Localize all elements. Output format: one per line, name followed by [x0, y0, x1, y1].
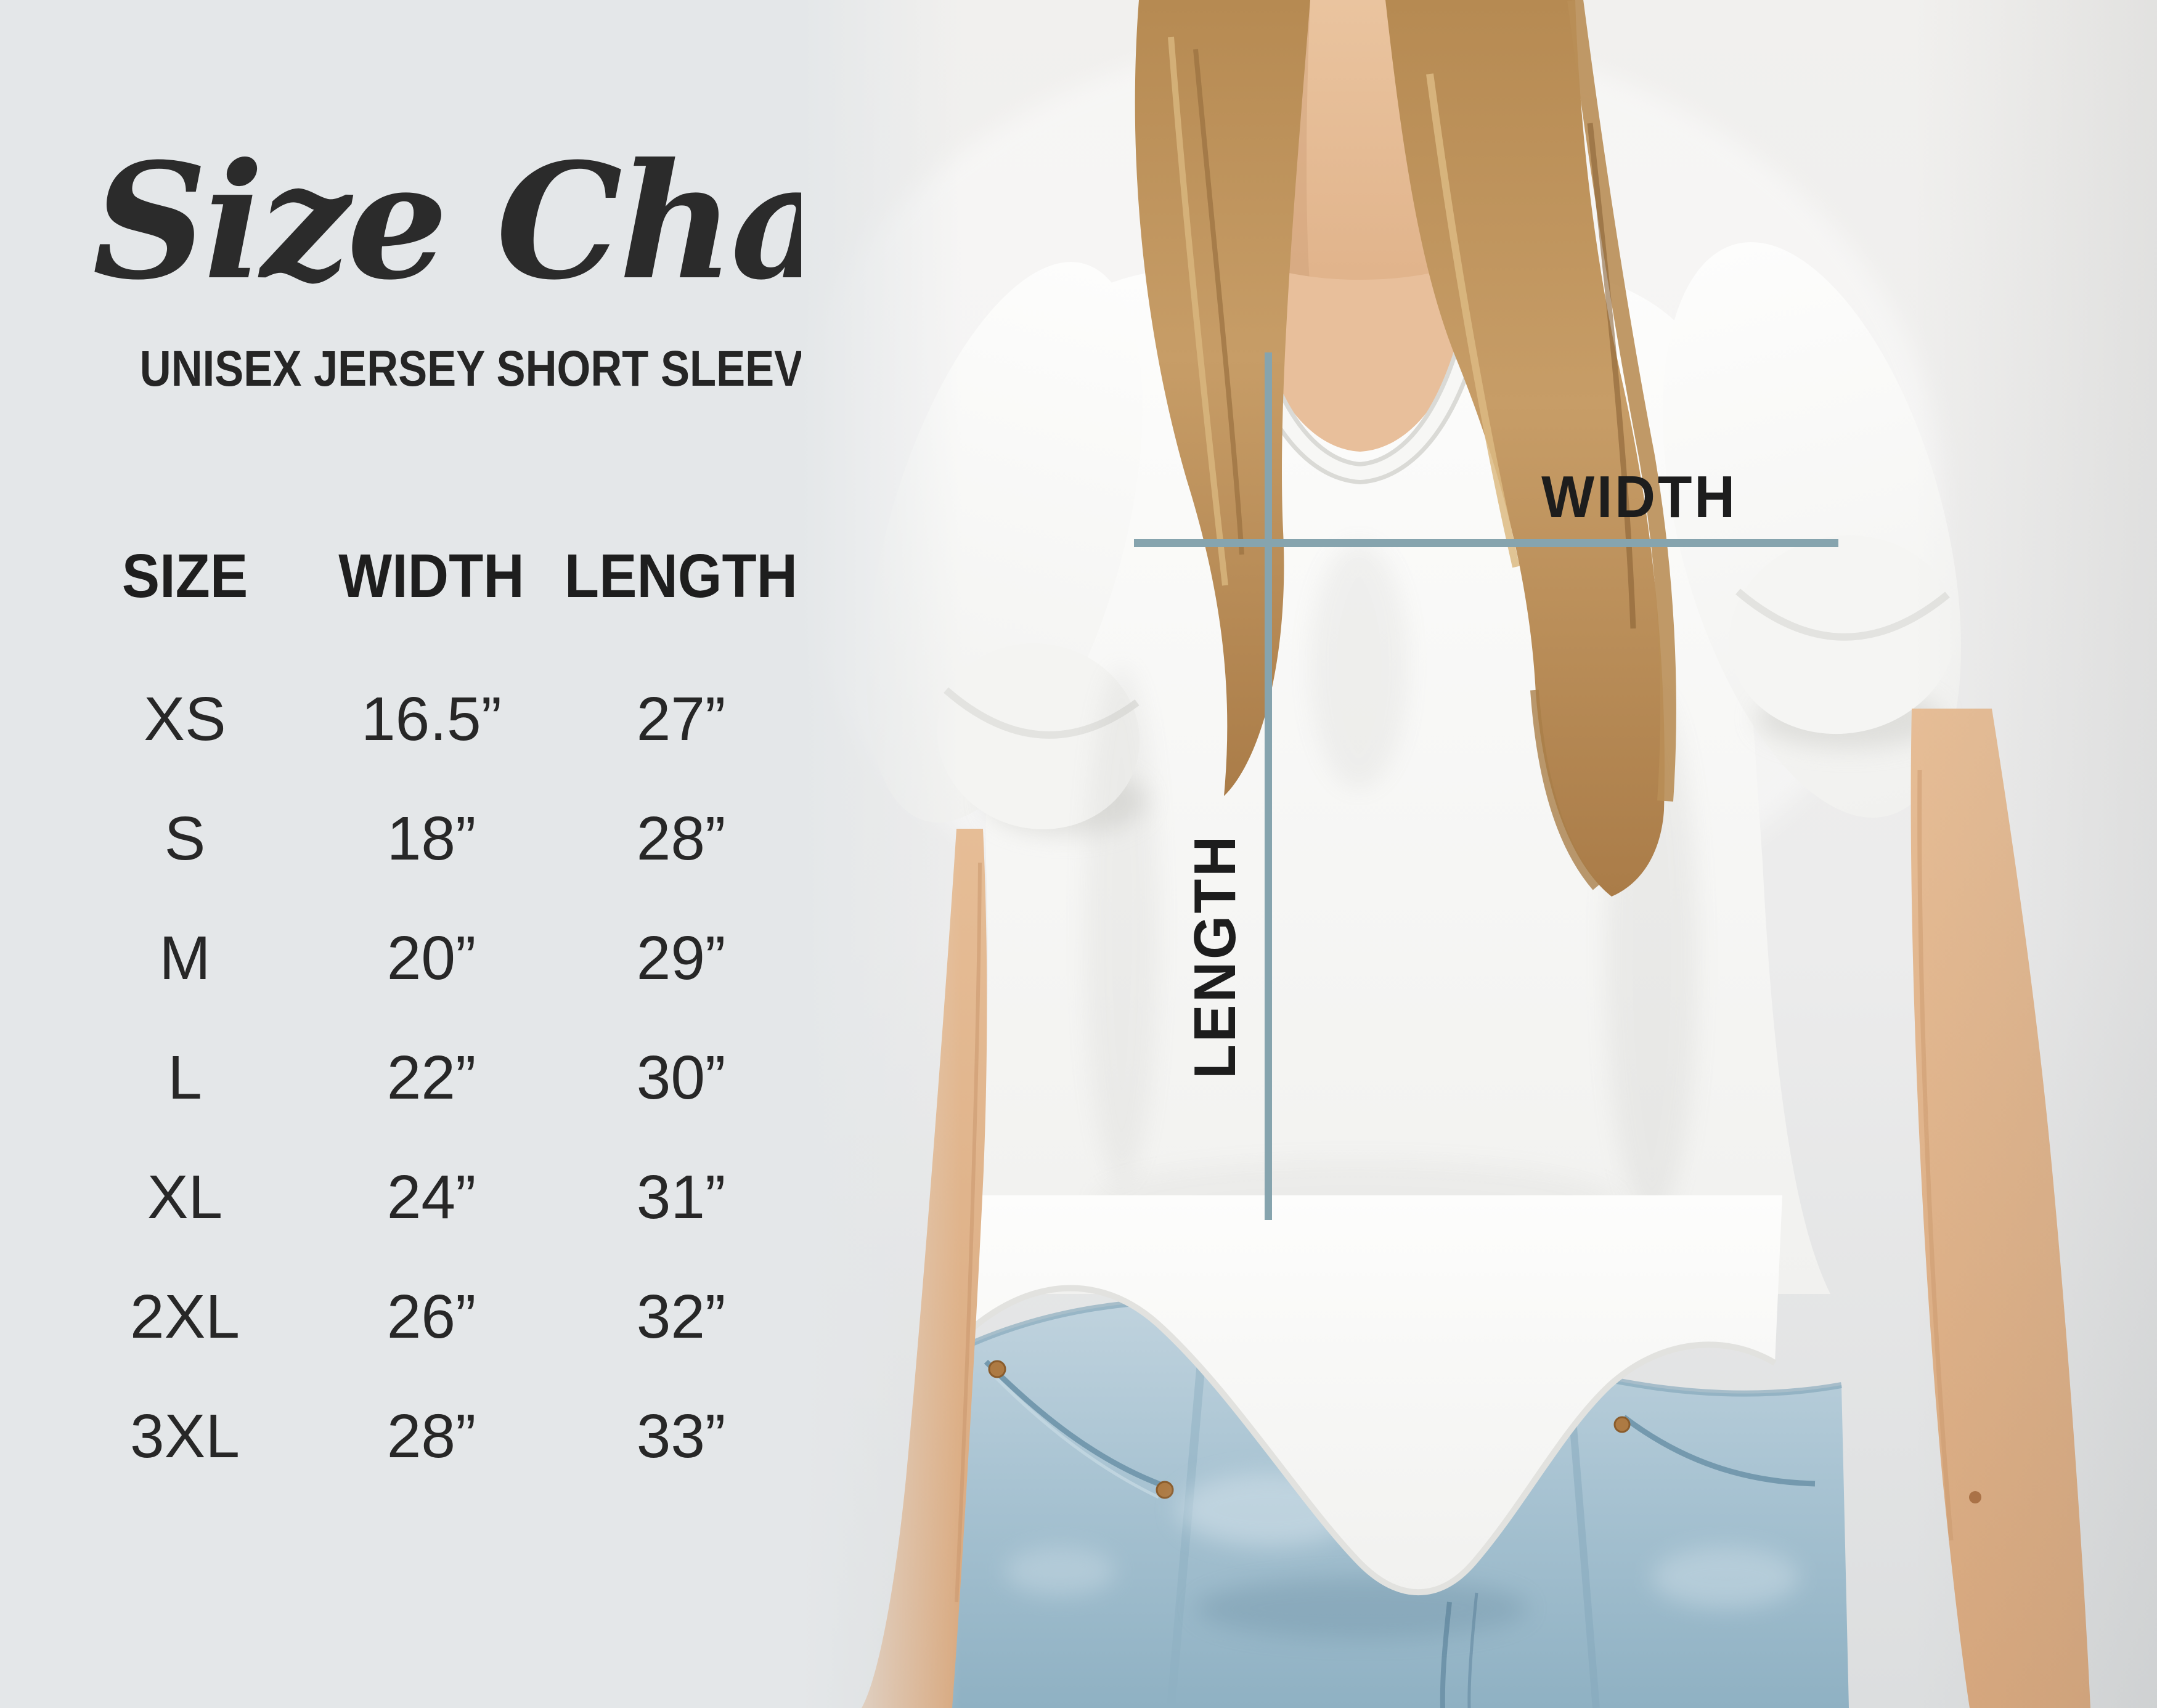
width-cell: 18” [386, 803, 476, 873]
width-label: WIDTH [1541, 464, 1737, 530]
width-measure-line [1134, 539, 1838, 547]
width-cell: 22” [386, 1043, 476, 1112]
size-table: SIZE WIDTH LENGTH XS 16.5” 27” S 18” 28”… [68, 542, 801, 1496]
table-header-gap [68, 610, 801, 659]
length-cell: 27” [636, 684, 726, 754]
length-measure-line [1265, 352, 1272, 1220]
width-cell: 24” [386, 1162, 476, 1232]
length-cell: 29” [636, 923, 726, 993]
size-cell: 2XL [130, 1282, 240, 1351]
column-header-length: LENGTH [564, 541, 798, 611]
model-photo-illustration [801, 0, 2157, 1708]
model-photo: WIDTH LENGTH [801, 0, 2157, 1708]
length-cell: 30” [636, 1043, 726, 1112]
size-cell: 3XL [130, 1401, 240, 1471]
column-header-size: SIZE [121, 541, 248, 611]
subtitle: UNISEX JERSEY SHORT SLEEVE TEE [139, 341, 929, 397]
size-cell: S [164, 803, 206, 873]
size-cell: XL [147, 1162, 223, 1232]
column-header-width: WIDTH [338, 541, 524, 611]
edge-vignette [801, 0, 2157, 1708]
width-cell: 28” [386, 1401, 476, 1471]
length-label: LENGTH [1182, 834, 1248, 1079]
size-cell: XS [144, 684, 226, 754]
length-cell: 32” [636, 1282, 726, 1351]
width-cell: 26” [386, 1282, 476, 1351]
length-cell: 31” [636, 1162, 726, 1232]
page-title: Size Chart [92, 128, 984, 315]
size-cell: L [168, 1043, 202, 1112]
width-cell: 16.5” [361, 684, 502, 754]
width-cell: 20” [386, 923, 476, 993]
length-cell: 28” [636, 803, 726, 873]
size-cell: M [159, 923, 211, 993]
size-chart-panel: Size Chart UNISEX JERSEY SHORT SLEEVE TE… [0, 0, 984, 1708]
length-cell: 33” [636, 1401, 726, 1471]
